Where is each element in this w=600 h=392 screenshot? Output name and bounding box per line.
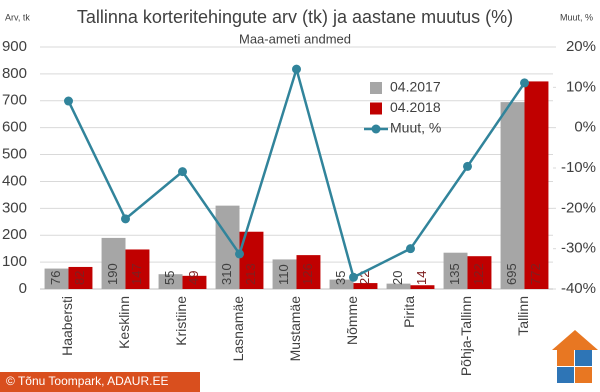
- bar-value-label: 135: [447, 263, 462, 285]
- x-tick-label: Haabersti: [59, 296, 75, 356]
- bar: [272, 259, 297, 289]
- y-axis-label: Arv, tk: [5, 12, 30, 22]
- logo: [552, 330, 598, 383]
- legend-swatch: [370, 82, 382, 94]
- y-tick-label: 400: [2, 172, 27, 189]
- bar-value-label: 35: [333, 271, 348, 285]
- y-tick-label: 600: [2, 119, 27, 136]
- line-point: [406, 244, 415, 254]
- x-tick-label: Mustamäe: [287, 296, 303, 362]
- legend-swatch: [371, 124, 381, 134]
- y2-tick-label: 20%: [566, 38, 596, 55]
- chart-title: Tallinna korteritehingute arv (tk) ja aa…: [77, 7, 513, 27]
- chart-subtitle: Maa-ameti andmed: [239, 31, 351, 46]
- bar: [68, 266, 93, 289]
- y2-tick-label: -40%: [561, 280, 596, 297]
- bar: [410, 285, 435, 289]
- x-tick-label: Pirita: [401, 296, 417, 328]
- bar-value-label: 76: [48, 271, 63, 285]
- x-tick-label: Lasnamäe: [230, 296, 246, 362]
- bar: [44, 268, 69, 289]
- bar-value-label: 772: [528, 263, 543, 285]
- legend-label: 04.2017: [390, 79, 441, 95]
- y-tick-label: 300: [2, 199, 27, 216]
- bar: [524, 81, 549, 289]
- y2-tick-label: -30%: [561, 240, 596, 257]
- bar: [296, 255, 321, 289]
- legend-swatch: [370, 102, 382, 115]
- y2-tick-label: 10%: [566, 78, 596, 95]
- bar: [500, 102, 525, 289]
- y-tick-label: 500: [2, 146, 27, 163]
- line-point: [463, 161, 472, 171]
- bar-value-label: 310: [219, 263, 234, 285]
- bar-value-label: 14: [414, 271, 429, 285]
- bar-value-label: 213: [243, 263, 258, 285]
- bar-value-label: 147: [129, 263, 144, 285]
- bar: [443, 252, 468, 289]
- y-tick-label: 900: [2, 38, 27, 55]
- y-tick-label: 0: [19, 280, 27, 297]
- bar-value-label: 190: [105, 263, 120, 285]
- bar-value-label: 110: [276, 264, 291, 285]
- bar: [353, 283, 378, 289]
- bar-value-label: 126: [300, 263, 315, 285]
- x-tick-label: Kesklinn: [116, 296, 132, 349]
- line-point: [349, 272, 358, 282]
- y2-axis-label: Muut, %: [560, 12, 593, 22]
- y-tick-label: 200: [2, 226, 27, 243]
- x-tick-label: Tallinn: [515, 296, 531, 336]
- x-tick-label: Nõmme: [344, 296, 360, 345]
- line-point: [64, 96, 73, 106]
- credit: © Tõnu Toompark, ADAUR.EE: [6, 374, 168, 388]
- line-point: [121, 214, 130, 224]
- bar: [386, 283, 411, 289]
- bar: [239, 231, 264, 289]
- legend-label: Muut, %: [390, 120, 441, 136]
- y2-tick-label: -10%: [561, 159, 596, 176]
- bar-value-label: 82: [72, 271, 87, 285]
- bar: [467, 256, 492, 289]
- line-point: [292, 64, 301, 74]
- y-tick-label: 100: [2, 253, 27, 270]
- bar-value-label: 695: [504, 263, 519, 285]
- bar: [329, 279, 354, 289]
- y-tick-label: 800: [2, 65, 27, 82]
- line-point: [178, 167, 187, 177]
- credit-bar: [0, 372, 200, 392]
- line-point: [520, 78, 529, 88]
- y2-tick-label: 0%: [574, 119, 596, 136]
- bar: [182, 275, 207, 289]
- x-tick-label: Põhja-Tallinn: [458, 296, 474, 376]
- bar-value-label: 122: [471, 263, 486, 285]
- bar-value-label: 20: [390, 271, 405, 285]
- y-tick-label: 700: [2, 92, 27, 109]
- bar: [101, 237, 126, 289]
- line-point: [235, 249, 244, 259]
- x-tick-label: Kristiine: [173, 296, 189, 346]
- bar-value-label: 55: [162, 271, 177, 285]
- bar: [158, 274, 183, 289]
- y2-tick-label: -20%: [561, 199, 596, 216]
- bar: [125, 249, 150, 289]
- bar-value-label: 49: [186, 271, 201, 285]
- legend-label: 04.2018: [390, 99, 441, 115]
